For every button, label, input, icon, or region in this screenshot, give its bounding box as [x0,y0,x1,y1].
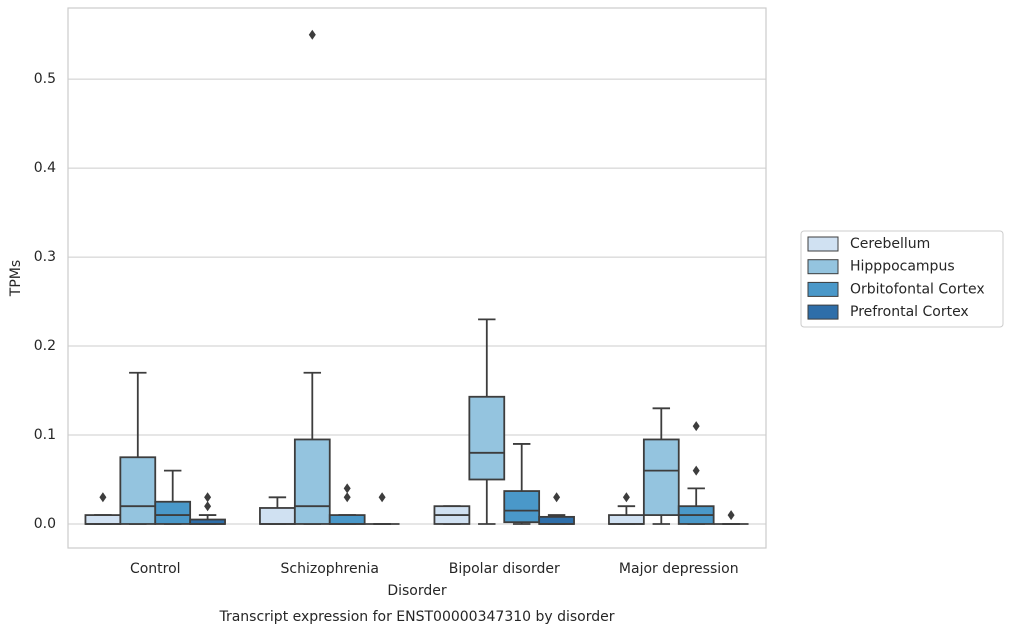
outlier [308,29,316,40]
outlier [692,465,700,476]
x-tick-label: Control [130,561,181,577]
box [293,438,331,525]
outlier [378,492,386,503]
box [468,395,506,481]
x-axis-label: Disorder [387,583,447,599]
x-tick-label: Major depression [619,561,739,577]
box [538,515,575,525]
y-tick-label: 0.3 [34,249,56,265]
y-tick-label: 0.4 [34,160,56,176]
y-axis-label: TPMs [8,260,24,297]
outlier [727,510,735,521]
outlier [99,492,107,503]
x-tick-label: Bipolar disorder [449,561,560,577]
box [328,514,366,525]
box [119,456,157,525]
box [154,500,192,525]
outlier [204,501,212,512]
legend-swatch [807,281,839,297]
chart-title: Transcript expression for ENST0000034731… [218,609,614,625]
y-tick-label: 0.2 [34,338,56,354]
y-tick-label: 0.0 [34,516,56,532]
legend-label: Cerebellum [850,236,930,252]
box [84,514,122,525]
outlier [553,492,561,503]
box [503,490,541,524]
legend [800,230,1004,328]
y-tick-label: 0.1 [34,427,56,443]
legend-swatch [807,304,839,320]
outlier [343,483,351,494]
box [642,438,680,516]
legend-swatch [807,259,839,275]
box [259,507,296,525]
y-tick-label: 0.5 [34,71,56,87]
outlier [622,492,630,503]
legend-swatch [807,236,839,252]
legend-label: Prefrontal Cortex [850,304,969,320]
outlier [343,492,351,503]
x-tick-label: Schizophrenia [281,561,379,577]
outlier [692,421,700,432]
outlier [204,492,212,503]
legend-label: Orbitofontal Cortex [850,281,985,297]
legend-label: Hipppocampus [850,259,955,275]
box [608,514,645,525]
